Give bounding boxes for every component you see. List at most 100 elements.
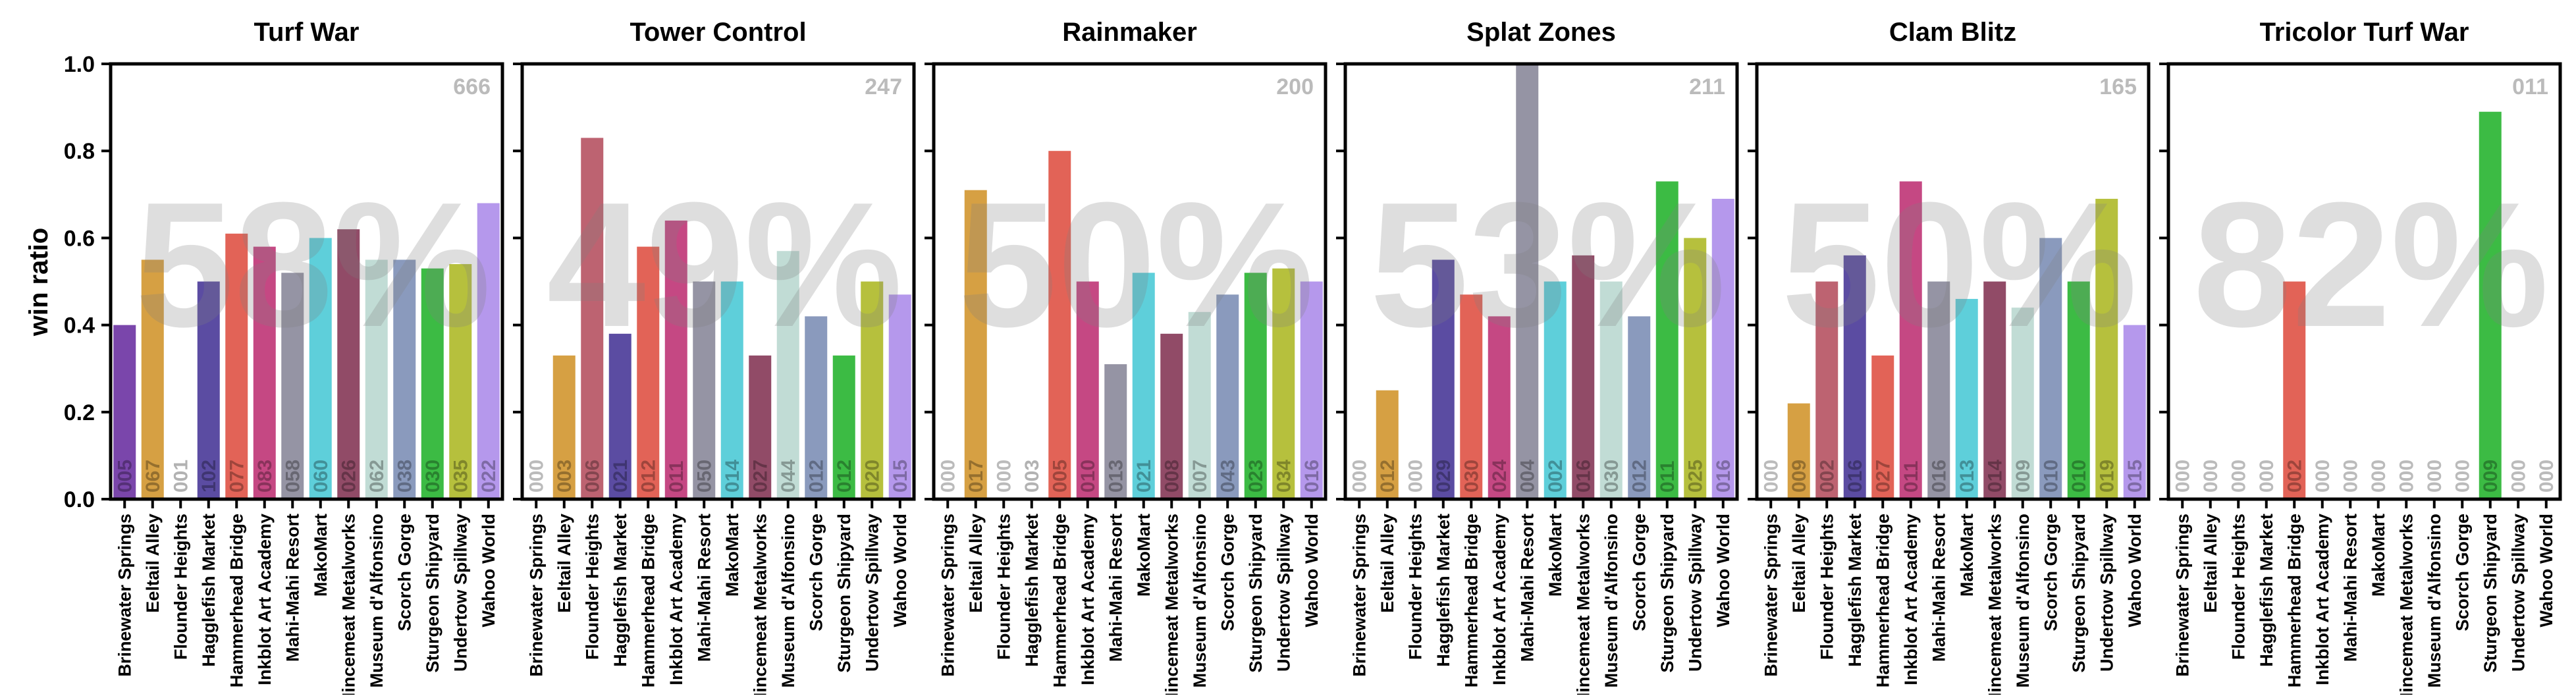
bar-count-label: 000 (2396, 460, 2417, 493)
bar-count-label: 025 (1684, 460, 1706, 493)
x-tick-label: Museum d'Alfonsino (1190, 514, 1210, 687)
x-tick-label: Undertow Spillway (862, 514, 882, 672)
axes-frame (1343, 62, 1739, 501)
axes-frame (932, 62, 1328, 501)
bar (365, 259, 388, 499)
bar-count-label: 077 (226, 460, 248, 493)
x-tick-label: Hagglefish Market (1434, 514, 1453, 667)
panel-turf-war: Turf War 58% 005 067 001 102 077 083 058 060 026 06… (64, 18, 504, 698)
bar-count-label: 000 (2536, 460, 2558, 493)
x-tick-label: Sturgeon Shipyard (423, 514, 443, 673)
bar (1628, 316, 1651, 499)
x-tick-label: Hammerhead Bridge (227, 514, 246, 687)
x-tick-label: Wahoo World (1302, 514, 1322, 627)
x-tick-label: Mincemeat Metalworks (750, 514, 770, 695)
total-games-label: 200 (1276, 74, 1314, 99)
bar-count-label: 012 (1377, 460, 1399, 493)
y-tick-label: 0.8 (64, 139, 95, 164)
x-tick-label: Hagglefish Market (2257, 514, 2276, 667)
y-tick-label: 0.4 (64, 313, 95, 338)
total-games-label: 211 (1689, 74, 1725, 99)
bar (861, 281, 884, 499)
x-tick-label: Eeltail Alley (966, 514, 986, 613)
x-tick-label: Hammerhead Bridge (2284, 514, 2304, 687)
bar-count-label: 058 (282, 460, 304, 493)
bar-count-label: 021 (1133, 460, 1155, 493)
panel-title: Clam Blitz (1889, 18, 2016, 47)
x-tick-label: Inkblot Art Academy (2313, 514, 2332, 685)
bar-count-label: 010 (1077, 460, 1099, 493)
bar (1160, 333, 1183, 499)
bar (1300, 281, 1323, 499)
bar (309, 238, 332, 499)
bar-count-label: 012 (1628, 460, 1650, 493)
bar-count-label: 035 (450, 460, 471, 493)
bar (197, 281, 220, 499)
x-tick-label: Undertow Spillway (450, 514, 470, 672)
bar (1432, 259, 1455, 499)
panel-title: Splat Zones (1466, 18, 1616, 47)
bar (888, 294, 911, 499)
bar-count-label: 023 (1245, 460, 1267, 493)
bar-count-label: 034 (1273, 460, 1295, 493)
bar (421, 268, 444, 499)
bar (1843, 255, 1866, 499)
bar-count-label: 017 (965, 460, 987, 493)
bar-count-label: 000 (993, 460, 1015, 493)
x-tick-label: MakoMart (311, 514, 331, 597)
bar (449, 264, 472, 499)
axes-frame (1755, 62, 2151, 501)
bar-count-label: 026 (338, 460, 360, 493)
bar (1927, 281, 1950, 499)
bar-count-label: 002 (2284, 460, 2305, 493)
bar (1955, 298, 1978, 499)
x-tick-label: Wahoo World (479, 514, 498, 627)
bar (2479, 111, 2502, 499)
bar-count-label: 009 (2012, 460, 2034, 493)
bar-count-label: 000 (2312, 460, 2334, 493)
x-tick-label: Mahi-Mahi Resort (282, 514, 302, 662)
bar-count-label: 000 (2340, 460, 2361, 493)
bar-count-label: 030 (422, 460, 444, 493)
bar-count-label: 067 (142, 460, 164, 493)
bar-count-label: 014 (722, 460, 743, 493)
x-tick-label: Hammerhead Bridge (638, 514, 658, 687)
bar (552, 355, 576, 499)
x-tick-label: Inkblot Art Academy (1489, 514, 1509, 685)
panel-clam-blitz: Clam Blitz 50% 000 009 002 016 027 011 016 013 014… (1748, 18, 2151, 698)
bar (2011, 308, 2034, 499)
x-tick-label: Flounder Heights (994, 514, 1013, 660)
bar (2123, 325, 2146, 499)
bar-count-label: 004 (1516, 460, 1538, 493)
x-tick-label: MakoMart (1134, 514, 1154, 597)
bar (1655, 181, 1678, 499)
bar (1104, 364, 1127, 499)
x-tick-label: MakoMart (2369, 514, 2388, 597)
bar (1684, 238, 1707, 499)
x-tick-label: Wahoo World (890, 514, 910, 627)
bar-count-label: 019 (2096, 460, 2118, 493)
bar-count-label: 003 (1021, 460, 1043, 493)
bar-count-label: 016 (1844, 460, 1866, 493)
panel-title: Tricolor Turf War (2260, 18, 2469, 47)
y-tick-label: 0.0 (64, 487, 95, 512)
overall-win-rate-watermark: 49% (547, 166, 902, 364)
panel-title: Rainmaker (1062, 18, 1197, 47)
bar-count-label: 000 (937, 460, 959, 493)
bar-count-label: 030 (1601, 460, 1623, 493)
bar (2283, 281, 2306, 499)
bar-count-label: 062 (366, 460, 388, 493)
bar (2067, 281, 2090, 499)
x-tick-label: Sturgeon Shipyard (2069, 514, 2089, 673)
x-tick-label: Museum d'Alfonsino (1601, 514, 1621, 687)
x-tick-label: Hammerhead Bridge (1050, 514, 1069, 687)
x-tick-label: Flounder Heights (1405, 514, 1425, 660)
bar (581, 138, 604, 499)
bar-count-label: 000 (1760, 460, 1782, 493)
bar-count-label: 012 (834, 460, 855, 493)
bar-count-label: 016 (1928, 460, 1950, 493)
bar (1272, 268, 1295, 499)
bar (720, 281, 743, 499)
bar-count-label: 005 (1049, 460, 1071, 493)
bar (337, 229, 360, 499)
